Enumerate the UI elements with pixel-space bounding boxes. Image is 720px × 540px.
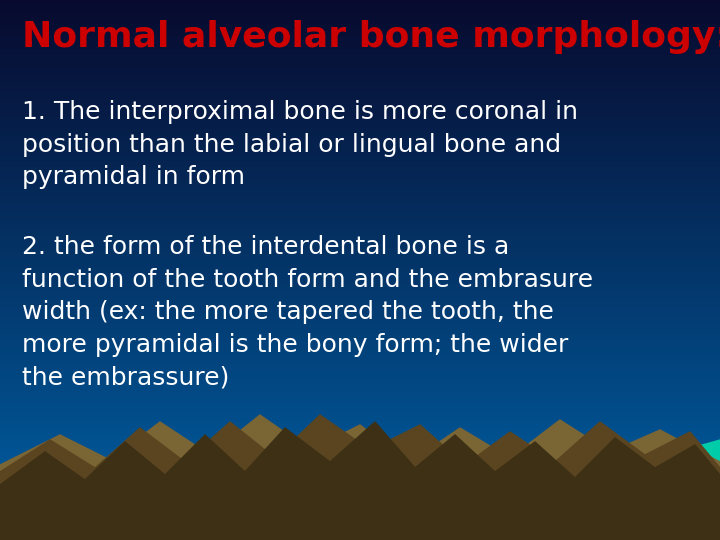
Text: Normal alveolar bone morphology:: Normal alveolar bone morphology: bbox=[22, 20, 720, 54]
Text: 2. the form of the interdental bone is a
function of the tooth form and the embr: 2. the form of the interdental bone is a… bbox=[22, 235, 593, 389]
Polygon shape bbox=[0, 422, 720, 540]
Text: 1. The interproximal bone is more coronal in
position than the labial or lingual: 1. The interproximal bone is more corona… bbox=[22, 100, 578, 189]
Polygon shape bbox=[580, 440, 720, 540]
Polygon shape bbox=[0, 415, 720, 540]
Polygon shape bbox=[0, 415, 720, 540]
